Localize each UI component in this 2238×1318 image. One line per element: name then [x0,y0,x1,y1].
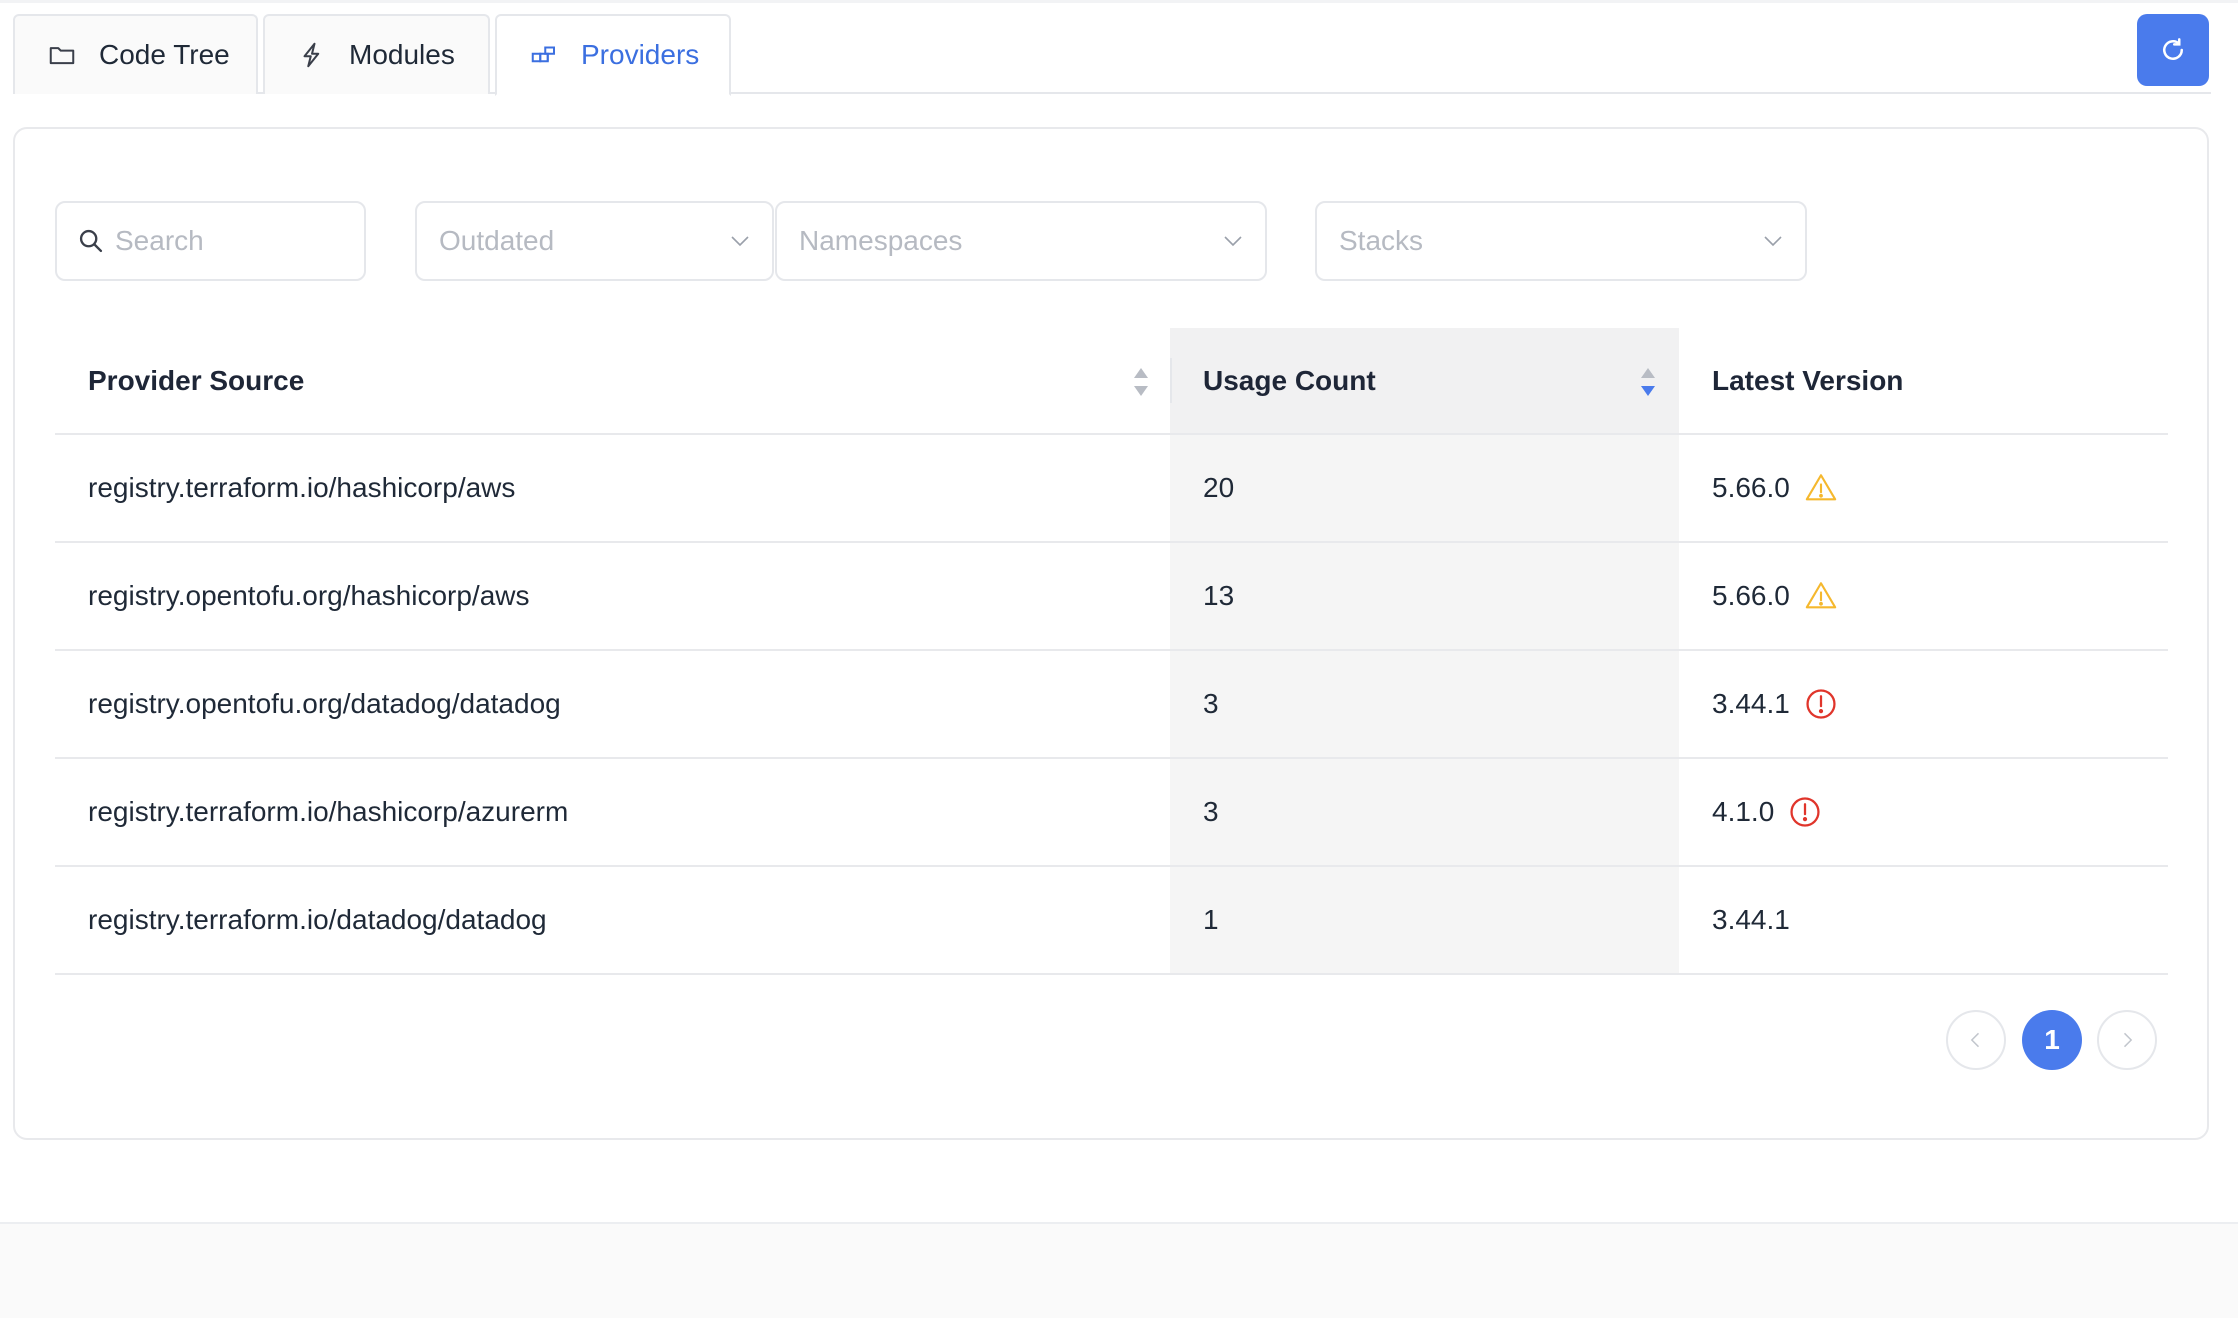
lightning-icon [297,40,327,70]
providers-table: Provider Source Usage Count Latest Versi… [55,328,2168,975]
provider-source-cell: registry.terraform.io/hashicorp/azurerm [88,796,569,827]
version-text: 3.44.1 [1712,904,1790,935]
version-text: 5.66.0 [1712,580,1790,611]
stacks-select-placeholder: Stacks [1339,225,1424,256]
column-header-label: Usage Count [1203,364,1376,396]
table-row[interactable]: registry.opentofu.org/datadog/datadog 3 … [55,651,2168,759]
usage-count-cell: 13 [1203,580,1235,611]
column-header-label: Provider Source [88,364,305,396]
column-header-provider-source[interactable]: Provider Source [55,328,1170,433]
table-row[interactable]: registry.terraform.io/hashicorp/aws 20 5… [55,435,2168,543]
usage-count-cell: 1 [1203,904,1219,935]
provider-source-cell: registry.opentofu.org/datadog/datadog [88,688,561,719]
outdated-select-placeholder: Outdated [439,225,555,256]
tab-label: Code Tree [99,39,230,70]
latest-version-cell: 3.44.1 [1679,651,2168,757]
version-text: 3.44.1 [1712,688,1790,719]
chevron-down-icon [1221,229,1245,253]
usage-count-cell: 3 [1203,796,1219,827]
usage-count-cell: 20 [1203,472,1235,503]
column-divider [1170,358,1172,403]
sort-descending-icon[interactable] [1639,366,1657,398]
provider-source-cell: registry.terraform.io/hashicorp/aws [88,472,516,503]
tab-bar: Code Tree Modules Providers [13,14,2211,96]
column-header-usage-count[interactable]: Usage Count [1170,328,1679,433]
latest-version-cell: 3.44.1 [1679,867,2168,973]
tab-label: Modules [349,39,455,70]
sort-icon[interactable] [1132,366,1150,398]
table-row[interactable]: registry.terraform.io/datadog/datadog 1 … [55,867,2168,975]
version-text: 4.1.0 [1712,796,1775,827]
warning-icon [1804,471,1838,505]
chevron-right-icon [2117,1030,2137,1050]
table-row[interactable]: registry.opentofu.org/hashicorp/aws 13 5… [55,543,2168,651]
outdated-select[interactable]: Outdated [415,201,774,281]
chevron-down-icon [728,229,752,253]
usage-count-cell: 3 [1203,688,1219,719]
stacks-select[interactable]: Stacks [1315,201,1807,281]
tab-modules[interactable]: Modules [263,14,490,94]
tab-code-tree[interactable]: Code Tree [13,14,258,94]
refresh-button[interactable] [2137,14,2209,86]
table-header: Provider Source Usage Count Latest Versi… [55,328,2168,435]
error-icon [1804,687,1838,721]
namespaces-select-placeholder: Namespaces [799,225,963,256]
error-icon [1788,795,1822,829]
top-border [0,0,2238,3]
tab-providers[interactable]: Providers [495,14,731,96]
latest-version-cell: 4.1.0 [1679,759,2168,865]
latest-version-cell: 5.66.0 [1679,435,2168,541]
warning-icon [1804,579,1838,613]
search-input[interactable] [115,225,335,257]
pagination-page-button[interactable]: 1 [2022,1010,2082,1070]
table-row[interactable]: registry.terraform.io/hashicorp/azurerm … [55,759,2168,867]
search-icon [77,227,105,255]
footer-bar [0,1222,2238,1318]
provider-source-cell: registry.terraform.io/datadog/datadog [88,904,547,935]
pagination-prev-button[interactable] [1946,1010,2006,1070]
chevron-left-icon [1966,1030,1986,1050]
column-header-latest-version: Latest Version [1679,328,2168,433]
tab-label: Providers [581,39,700,70]
search-field[interactable] [55,201,366,281]
providers-card: Outdated Namespaces Stacks Provider Sour… [13,127,2209,1140]
folder-icon [47,40,77,70]
refresh-icon [2158,35,2188,65]
column-header-label: Latest Version [1712,364,1904,396]
pagination-next-button[interactable] [2097,1010,2157,1070]
provider-source-cell: registry.opentofu.org/hashicorp/aws [88,580,530,611]
namespaces-select[interactable]: Namespaces [775,201,1267,281]
blocks-icon [529,40,559,70]
latest-version-cell: 5.66.0 [1679,543,2168,649]
chevron-down-icon [1761,229,1785,253]
version-text: 5.66.0 [1712,472,1790,503]
